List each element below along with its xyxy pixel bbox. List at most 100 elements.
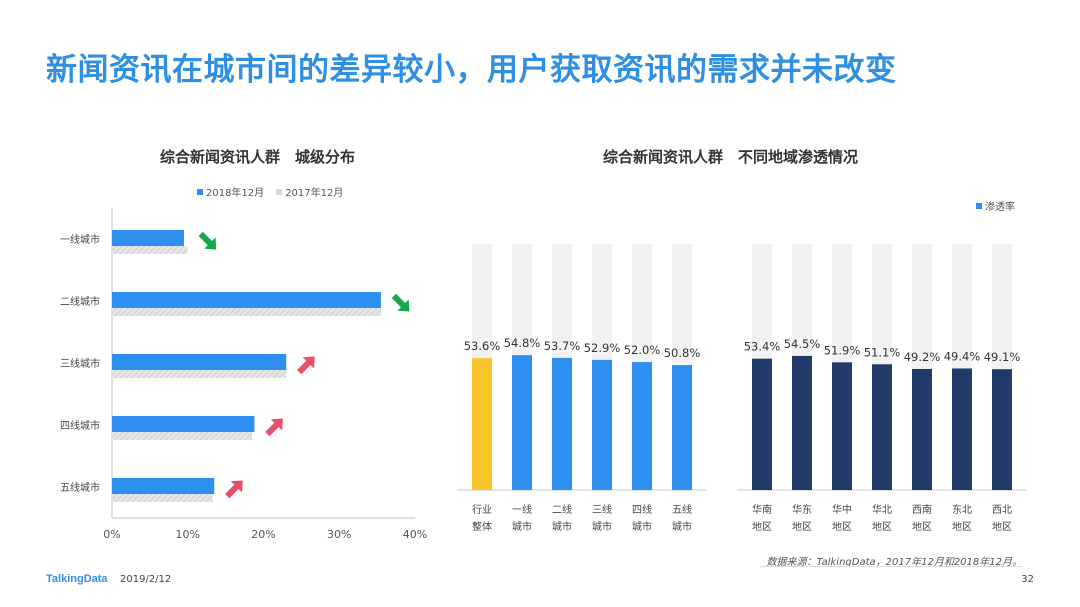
bar-value-label: 50.8% — [664, 346, 701, 360]
x-tick-label: 0% — [103, 528, 120, 541]
bar-value-label: 51.9% — [824, 343, 861, 357]
penetration-bar — [952, 368, 972, 490]
trend-up-arrow-icon — [265, 418, 283, 437]
bar-value-label: 54.5% — [784, 337, 821, 351]
bar-value-label: 49.2% — [904, 350, 941, 364]
right-chart-title: 综合新闻资讯人群 不同地域渗透情况 — [603, 148, 859, 166]
x-category-label: 城市 — [512, 520, 532, 533]
legend-item-2018: 2018年12月 — [197, 184, 264, 199]
penetration-bar — [752, 358, 772, 490]
legend-swatch-2018 — [197, 188, 203, 195]
bar-2017 — [112, 494, 213, 502]
x-category-label: 五线 — [672, 503, 692, 516]
y-category-label: 二线城市 — [60, 295, 100, 308]
legend-swatch-2017 — [276, 188, 283, 195]
arrow-shape — [265, 418, 283, 437]
x-category-label: 城市 — [592, 520, 612, 533]
bar-2018 — [112, 478, 215, 494]
page-title: 新闻资讯在城市间的差异较小，用户获取资讯的需求并未改变 — [46, 52, 897, 88]
legend-label-2017: 2017年12月 — [285, 188, 344, 199]
penetration-bar — [832, 362, 852, 490]
penetration-bar — [552, 357, 572, 490]
x-category-label: 四线 — [632, 503, 652, 516]
x-tick-label: 30% — [327, 528, 351, 541]
bar-2018 — [112, 416, 255, 432]
x-category-label: 西北 — [992, 504, 1012, 516]
x-category-label: 华东 — [792, 503, 812, 516]
x-category-label: 行业 — [472, 503, 492, 516]
x-category-label: 地区 — [792, 520, 812, 533]
x-tick-label: 10% — [176, 528, 200, 541]
y-category-label: 四线城市 — [60, 419, 100, 432]
y-category-label: 五线城市 — [60, 481, 100, 494]
bar-value-label: 53.4% — [744, 340, 781, 354]
legend-label-2018: 2018年12月 — [206, 188, 265, 199]
bar-2018 — [112, 292, 381, 308]
x-category-label: 地区 — [832, 520, 852, 533]
bar-2017 — [112, 370, 287, 378]
right-chart-legend: 渗透率 — [976, 198, 1015, 213]
bar-value-label: 49.1% — [984, 350, 1021, 364]
page-number: 32 — [1021, 574, 1034, 585]
bar-2017 — [112, 246, 188, 254]
legend-item-penetration: 渗透率 — [976, 198, 1015, 213]
trend-down-arrow-icon — [391, 293, 410, 312]
penetration-bar — [512, 355, 532, 490]
legend-item-2017: 2017年12月 — [276, 184, 343, 199]
trend-up-arrow-icon — [225, 480, 243, 499]
penetration-bar — [912, 368, 932, 490]
x-category-label: 三线 — [592, 503, 612, 516]
penetration-bar — [872, 364, 892, 490]
bar-value-label: 52.9% — [584, 341, 621, 355]
x-category-label: 东北 — [952, 503, 972, 516]
x-tick-label: 40% — [403, 528, 427, 541]
bar-value-label: 53.7% — [544, 339, 581, 353]
x-category-label: 城市 — [672, 520, 692, 533]
x-category-label: 城市 — [552, 520, 572, 533]
x-category-label: 城市 — [632, 520, 652, 533]
left-chart-legend: 2018年12月 2017年12月 — [197, 184, 355, 199]
bar-2018 — [112, 230, 184, 246]
arrow-shape — [225, 480, 243, 499]
x-category-label: 西南 — [912, 503, 932, 516]
x-category-label: 地区 — [912, 520, 932, 533]
bar-2017 — [112, 432, 253, 440]
penetration-bar — [632, 362, 652, 490]
trend-down-arrow-icon — [198, 231, 217, 250]
penetration-bar — [992, 369, 1012, 490]
x-category-label: 二线 — [552, 503, 572, 516]
footer-date: 2019/2/12 — [120, 574, 172, 585]
arrow-shape — [391, 293, 410, 312]
x-category-label: 地区 — [952, 520, 972, 533]
x-category-label: 整体 — [472, 520, 492, 533]
bar-value-label: 49.4% — [944, 349, 981, 363]
x-category-label: 一线 — [512, 503, 532, 516]
x-category-label: 地区 — [872, 520, 892, 533]
penetration-bar — [792, 355, 812, 490]
bar-value-label: 51.1% — [864, 345, 901, 359]
x-category-label: 华南 — [752, 503, 772, 516]
bar-2017 — [112, 308, 381, 316]
penetration-bar — [592, 359, 612, 490]
data-source-note: 数据来源：TalkingData，2017年12月和2018年12月。 — [766, 557, 1022, 568]
legend-label-penetration: 渗透率 — [985, 202, 1015, 213]
trend-up-arrow-icon — [297, 356, 315, 375]
bar-value-label: 52.0% — [624, 343, 661, 357]
arrow-shape — [297, 356, 315, 375]
x-tick-label: 20% — [251, 528, 275, 541]
x-category-label: 华中 — [832, 503, 852, 516]
footer-divider — [760, 566, 1022, 567]
y-category-label: 三线城市 — [60, 357, 100, 370]
x-category-label: 地区 — [752, 520, 772, 533]
bar-2018 — [112, 354, 287, 370]
legend-swatch-penetration — [976, 202, 982, 209]
y-category-label: 一线城市 — [60, 233, 100, 246]
left-chart-title: 综合新闻资讯人群 城级分布 — [160, 148, 356, 166]
bar-value-label: 53.6% — [464, 339, 501, 353]
talkingdata-logo: TalkingData — [46, 573, 108, 585]
penetration-bar — [472, 358, 492, 490]
penetration-bar — [672, 365, 692, 490]
